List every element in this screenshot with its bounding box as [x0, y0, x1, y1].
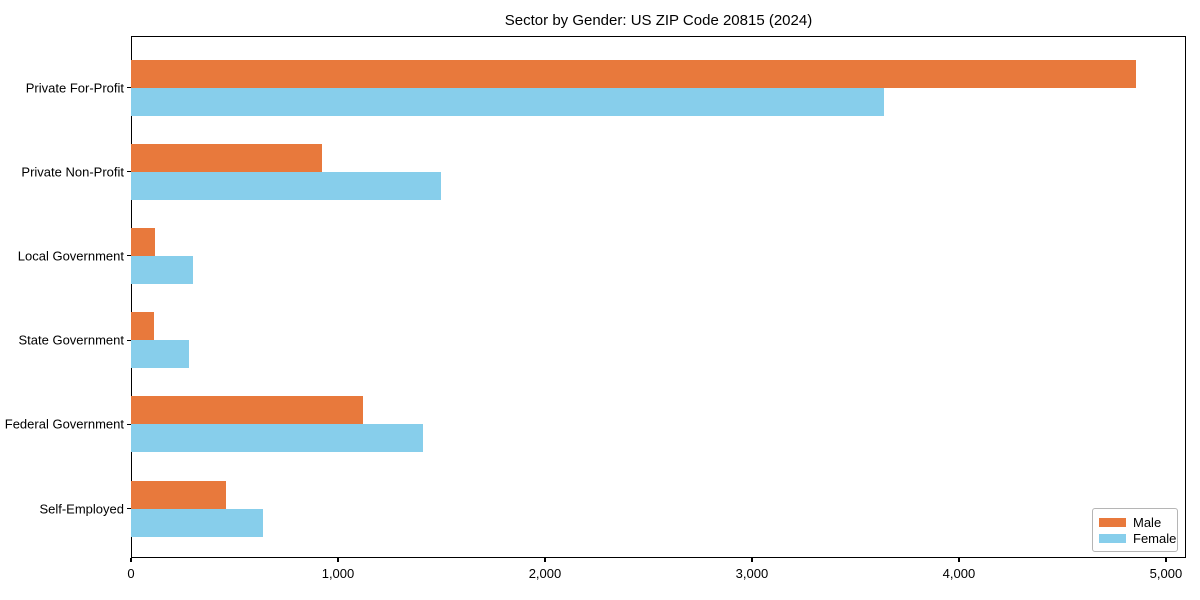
y-tick-mark — [127, 339, 131, 341]
x-tick-label: 3,000 — [735, 566, 769, 581]
bar-female-private-for-profit — [131, 87, 885, 116]
y-axis-label-private-non-profit: Private Non-Profit — [21, 164, 124, 180]
y-axis-label-local-government: Local Government — [17, 248, 124, 264]
x-tick-mark — [751, 558, 753, 562]
chart-title: Sector by Gender: US ZIP Code 20815 (202… — [504, 12, 813, 29]
bar-female-federal-government — [131, 424, 423, 453]
x-tick-label: 5,000 — [1149, 566, 1183, 581]
legend-label-male: Male — [1133, 514, 1162, 530]
y-tick-mark — [127, 86, 131, 89]
y-axis-label-self-employed: Self-Employed — [39, 501, 124, 516]
y-axis-label-private-for-profit: Private For-Profit — [25, 80, 124, 95]
x-tick-mark — [544, 558, 546, 562]
bar-male-private-non-profit — [131, 143, 323, 172]
bar-male-state-government — [131, 312, 154, 341]
x-tick-label: 0 — [127, 566, 135, 581]
x-tick-mark — [1165, 558, 1167, 562]
bar-female-private-non-profit — [131, 171, 442, 200]
y-tick-mark — [127, 423, 131, 425]
y-tick-mark — [127, 171, 131, 173]
bar-male-self-employed — [131, 480, 227, 509]
y-tick-mark — [127, 255, 131, 257]
plot-area — [131, 36, 1186, 558]
bar-male-federal-government — [131, 396, 363, 425]
y-tick-mark — [127, 507, 131, 510]
y-axis-label-state-government: State Government — [18, 332, 125, 348]
bar-male-local-government — [131, 227, 155, 256]
x-tick-label: 4,000 — [942, 566, 976, 581]
x-tick-mark — [337, 558, 339, 562]
bar-female-self-employed — [131, 508, 264, 537]
x-tick-label: 2,000 — [528, 566, 562, 581]
y-axis-label-federal-government: Federal Government — [4, 416, 124, 432]
x-tick-label: 1,000 — [321, 566, 355, 581]
bar-female-state-government — [131, 340, 189, 369]
legend-entry-male: Male — [1099, 514, 1170, 530]
legend-swatch-male — [1099, 517, 1126, 527]
legend: Male Female — [1092, 508, 1178, 552]
legend-entry-female: Female — [1099, 530, 1176, 546]
x-tick-mark — [130, 558, 132, 562]
legend-label-female: Female — [1133, 530, 1177, 546]
bar-male-private-for-profit — [131, 59, 1136, 88]
legend-swatch-female — [1099, 533, 1126, 543]
x-tick-mark — [958, 558, 960, 562]
bar-female-local-government — [131, 255, 194, 284]
